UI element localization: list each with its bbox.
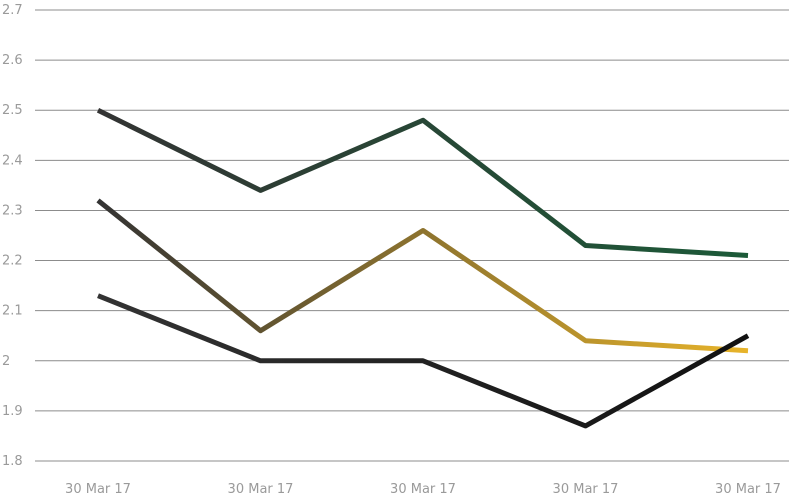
y-tick-label: 2.3 — [2, 203, 23, 218]
y-tick-label: 2.7 — [2, 3, 23, 18]
series-line-1 — [96, 107, 749, 259]
x-tick-label: 30 Mar 17 — [65, 482, 131, 497]
y-tick-label: 1.8 — [2, 454, 23, 469]
series-line-2 — [96, 198, 749, 354]
x-tick-label: 30 Mar 17 — [553, 482, 619, 497]
x-axis: 30 Mar 17 30 Mar 17 30 Mar 17 30 Mar 17 30 M… — [65, 482, 781, 497]
y-tick-label: 2.1 — [2, 304, 23, 319]
series-layer — [96, 107, 750, 429]
y-tick-label: 2.5 — [2, 103, 23, 118]
y-tick-label: 2.4 — [2, 153, 23, 168]
series-line-3 — [97, 293, 750, 429]
x-tick-label: 30 Mar 17 — [390, 482, 456, 497]
x-tick-label: 30 Mar 17 — [228, 482, 294, 497]
y-axis: 1.8 1.9 2 2.1 2.2 2.3 2.4 2.5 2.6 2.7 — [2, 3, 23, 469]
grid-layer — [35, 9, 789, 462]
y-tick-label: 1.9 — [2, 404, 23, 419]
y-tick-label: 2.6 — [2, 53, 23, 68]
x-tick-label: 30 Mar 17 — [715, 482, 781, 497]
y-tick-label: 2.2 — [2, 254, 23, 269]
y-tick-label: 2 — [2, 354, 10, 369]
